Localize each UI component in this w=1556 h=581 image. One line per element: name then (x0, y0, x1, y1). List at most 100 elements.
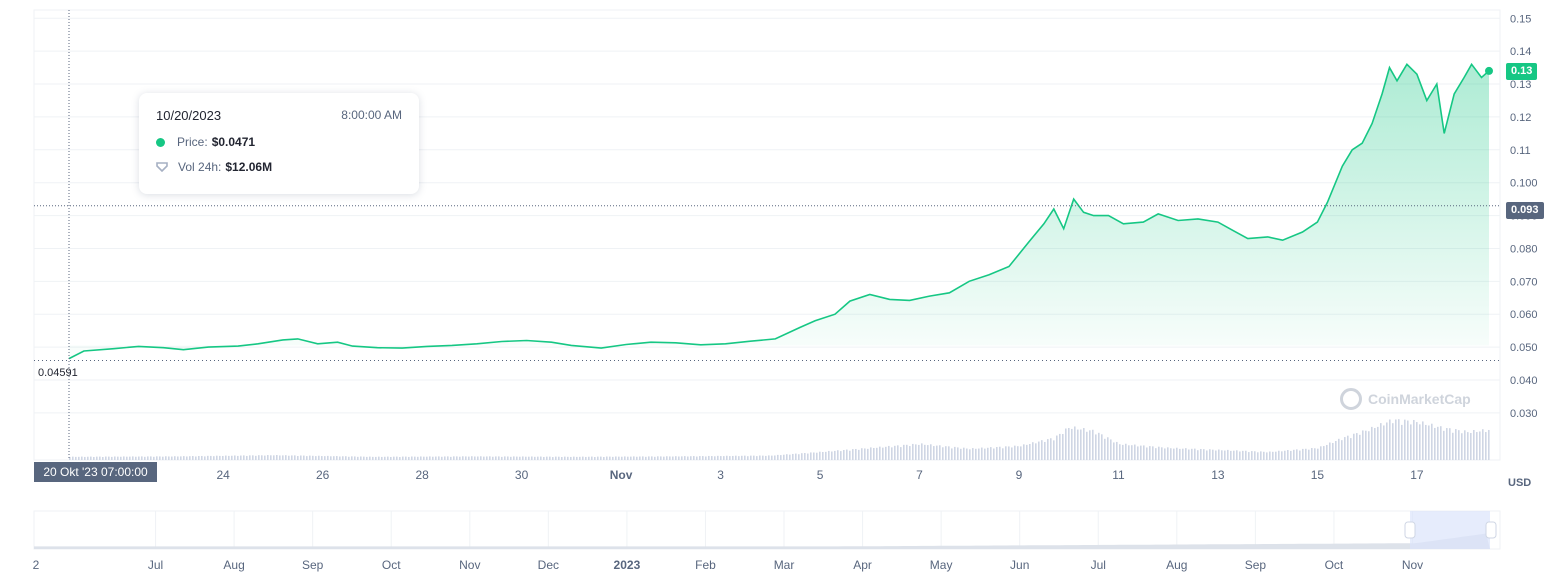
navigator-handle-right[interactable] (1485, 521, 1497, 539)
navigator-selection[interactable] (1410, 511, 1490, 549)
y-tick-label: 0.080 (1510, 243, 1538, 255)
volume-bar (255, 455, 257, 460)
volume-bar (339, 456, 341, 460)
volume-bar (1218, 449, 1220, 460)
x-tick-label: 17 (1410, 468, 1424, 482)
volume-bar (126, 456, 128, 460)
volume-bar (438, 456, 440, 460)
volume-bar (84, 456, 86, 460)
volume-bar (885, 446, 887, 460)
volume-bar (1257, 452, 1259, 460)
volume-bar (612, 456, 614, 460)
volume-bars (69, 419, 1490, 460)
volume-bar (588, 456, 590, 460)
volume-bar (273, 455, 275, 460)
volume-bar (1473, 430, 1475, 460)
volume-bar (1032, 442, 1034, 460)
volume-bar (1464, 430, 1466, 460)
navigator-label: Mar (774, 558, 795, 572)
navigator-frame[interactable] (33, 510, 1501, 550)
volume-bar (1323, 446, 1325, 460)
volume-bar (957, 447, 959, 460)
volume-bar (1041, 440, 1043, 460)
volume-bar (123, 456, 125, 460)
navigator-label: Feb (695, 558, 716, 572)
volume-bar (975, 448, 977, 460)
volume-bar (969, 449, 971, 460)
volume-bar (816, 452, 818, 460)
volume-bar (909, 446, 911, 460)
volume-bar (822, 451, 824, 460)
volume-bar (1128, 445, 1130, 460)
current-price-dot (1485, 66, 1493, 75)
volume-bar (768, 455, 770, 460)
volume-bar (195, 456, 197, 460)
volume-bar (510, 456, 512, 460)
volume-bar (1392, 423, 1394, 460)
navigator-label: Nov (1402, 558, 1423, 572)
volume-bar (558, 456, 560, 460)
x-tick-label: 5 (817, 468, 824, 482)
volume-bar (603, 457, 605, 460)
volume-bar (846, 449, 848, 460)
volume-bar (189, 456, 191, 460)
volume-bar (813, 452, 815, 460)
volume-bar (1122, 444, 1124, 460)
volume-bar (174, 456, 176, 460)
volume-bar (1359, 434, 1361, 460)
volume-bar (1242, 450, 1244, 460)
volume-bar (1074, 426, 1076, 460)
volume-bar (1428, 425, 1430, 460)
volume-bar (1404, 419, 1406, 460)
volume-bar (900, 447, 902, 460)
volume-bar (138, 456, 140, 460)
volume-bar (150, 456, 152, 460)
volume-bar (942, 447, 944, 460)
volume-bar (765, 455, 767, 460)
volume-bar (354, 456, 356, 460)
volume-bar (801, 453, 803, 460)
volume-bar (1116, 441, 1118, 460)
navigator-label: Jul (148, 558, 163, 572)
volume-bar (600, 456, 602, 460)
volume-bar (666, 456, 668, 460)
tooltip-date: 10/20/2023 (156, 108, 222, 123)
volume-bar (279, 455, 281, 460)
volume-bar (798, 454, 800, 460)
volume-bar (1299, 450, 1301, 460)
volume-bar (786, 454, 788, 460)
volume-bar (711, 456, 713, 460)
volume-bar (825, 451, 827, 460)
x-tick-label: 15 (1311, 468, 1325, 482)
volume-bar (594, 456, 596, 460)
volume-bar (210, 455, 212, 460)
volume-bar (483, 456, 485, 460)
volume-bar (1002, 448, 1004, 460)
current-price-badge: 0.13 (1506, 63, 1538, 80)
volume-bar (873, 448, 875, 460)
volume-bar (966, 448, 968, 460)
volume-bar (177, 456, 179, 460)
navigator-handle-left[interactable] (1404, 521, 1416, 539)
volume-bar (282, 455, 284, 460)
volume-bar (1254, 451, 1256, 460)
volume-bar (831, 451, 833, 460)
volume-bar (522, 456, 524, 460)
volume-bar (1356, 433, 1358, 460)
volume-bar (327, 455, 329, 460)
volume-bar (135, 456, 137, 460)
volume-bar (360, 456, 362, 460)
volume-bar (405, 456, 407, 460)
y-tick-label: 0.11 (1510, 145, 1531, 157)
volume-bar (576, 456, 578, 460)
volume-bar (1332, 442, 1334, 460)
volume-bar (1194, 448, 1196, 460)
volume-bar (897, 445, 899, 460)
volume-bar (303, 455, 305, 460)
volume-bar (141, 456, 143, 460)
x-tick-label: 7 (916, 468, 923, 482)
volume-bar (996, 447, 998, 460)
volume-bar (1137, 446, 1139, 460)
volume-bar (1227, 449, 1229, 460)
